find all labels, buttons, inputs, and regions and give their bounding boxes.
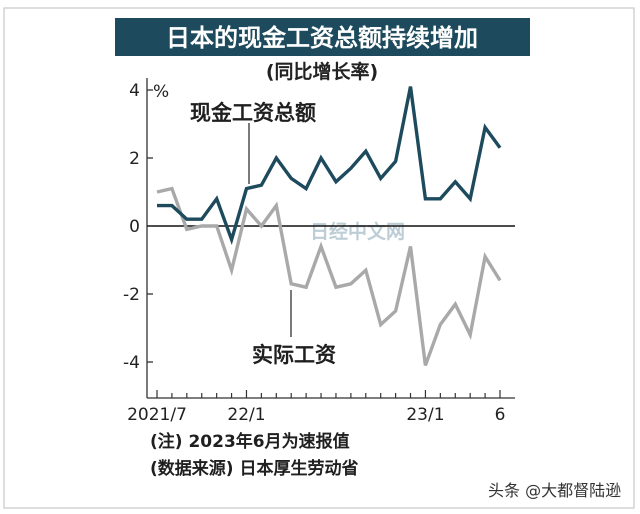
series-line-cash-wages [157, 86, 502, 246]
note-source: (数据来源) 日本厚生劳动省 [150, 458, 358, 479]
series-layer [156, 86, 502, 366]
credit-watermark: 头条 @大都督陆逊 [488, 481, 621, 500]
watermark: 日经中文网 [310, 220, 405, 243]
chart-frame [3, 7, 635, 509]
y-tick-label: 2 [129, 149, 140, 169]
y-tick-label: 0 [129, 217, 140, 237]
note-preliminary: (注) 2023年6月为速报值 [150, 431, 350, 452]
series-label-real: 实际工资 [252, 343, 336, 367]
x-tick-label: 2021/7 [127, 405, 187, 425]
y-tick-label: -2 [123, 285, 140, 305]
series-label-cash: 现金工资总额 [190, 101, 316, 125]
series-line-real-wages [156, 186, 502, 366]
x-tick-label: 22/1 [227, 405, 265, 425]
y-ticks: 4 2 0 -2 -4 [123, 81, 153, 373]
chart-subtitle: (同比增长率) [266, 60, 378, 83]
x-tick-label: 6 [495, 405, 506, 425]
unit-label: % [153, 82, 169, 102]
x-tick-label: 23/1 [406, 405, 444, 425]
y-tick-label: -4 [123, 353, 140, 373]
title-bar [115, 18, 530, 56]
chart-title: 日本的现金工资总额持续增加 [166, 24, 478, 52]
x-ticks: 2021/7 22/1 23/1 6 [127, 390, 505, 425]
y-tick-label: 4 [129, 81, 140, 101]
